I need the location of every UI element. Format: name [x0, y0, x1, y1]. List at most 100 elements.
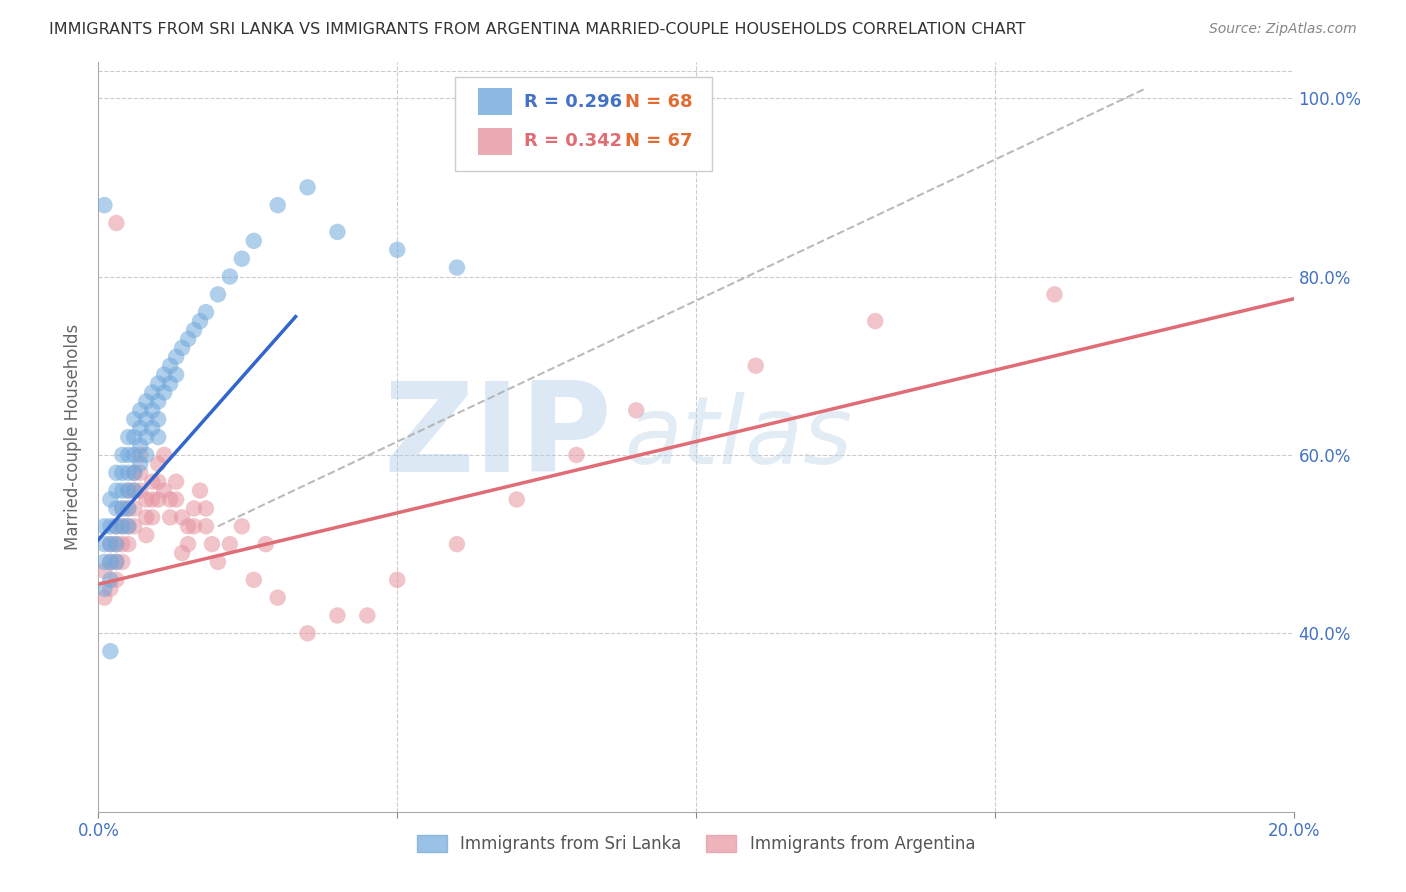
Point: [98, 582, 122, 596]
Point: [105, 555, 128, 569]
Point: [865, 314, 887, 328]
Point: [297, 626, 319, 640]
Point: [98, 537, 122, 551]
Point: [148, 376, 170, 391]
Point: [446, 260, 468, 275]
Point: [153, 385, 176, 400]
Point: [93, 198, 115, 212]
Point: [165, 475, 187, 489]
Point: [129, 439, 152, 453]
Point: [124, 448, 146, 462]
Point: [129, 403, 152, 417]
Point: [172, 341, 194, 355]
Point: [124, 483, 146, 498]
Point: [124, 430, 146, 444]
Point: [135, 510, 157, 524]
FancyBboxPatch shape: [454, 78, 711, 171]
Point: [105, 483, 128, 498]
Point: [159, 359, 181, 373]
Point: [141, 475, 163, 489]
Point: [111, 466, 134, 480]
Point: [93, 519, 115, 533]
Point: [129, 457, 152, 471]
Point: [98, 573, 122, 587]
Point: [231, 519, 253, 533]
Text: N = 67: N = 67: [626, 132, 693, 150]
Point: [165, 368, 187, 382]
Point: [98, 492, 122, 507]
Point: [135, 430, 157, 444]
Point: [93, 564, 115, 578]
Point: [129, 466, 152, 480]
Point: [135, 528, 157, 542]
Point: [201, 537, 224, 551]
Point: [141, 421, 163, 435]
Point: [111, 555, 134, 569]
Point: [93, 582, 115, 596]
Point: [297, 180, 319, 194]
Point: [117, 448, 139, 462]
Point: [231, 252, 253, 266]
Point: [105, 466, 128, 480]
Point: [626, 403, 648, 417]
Point: [183, 323, 205, 337]
Point: [159, 510, 181, 524]
Point: [195, 305, 218, 319]
Point: [111, 501, 134, 516]
Point: [243, 234, 266, 248]
Point: [148, 457, 170, 471]
Point: [326, 608, 349, 623]
Point: [93, 537, 115, 551]
Point: [111, 537, 134, 551]
Point: [93, 591, 115, 605]
Point: [105, 501, 128, 516]
Point: [745, 359, 768, 373]
Point: [177, 332, 200, 346]
Point: [124, 483, 146, 498]
Point: [111, 483, 134, 498]
Point: [243, 573, 266, 587]
Point: [183, 519, 205, 533]
Point: [117, 501, 139, 516]
Point: [98, 519, 122, 533]
Bar: [478, 88, 512, 115]
Point: [105, 537, 128, 551]
Point: [565, 448, 588, 462]
Point: [385, 243, 409, 257]
Point: [326, 225, 349, 239]
Point: [148, 394, 170, 409]
Point: [148, 430, 170, 444]
Point: [135, 492, 157, 507]
Point: [172, 510, 194, 524]
Point: [159, 492, 181, 507]
Point: [195, 501, 218, 516]
Text: R = 0.296: R = 0.296: [524, 93, 621, 111]
Point: [111, 448, 134, 462]
Point: [385, 573, 409, 587]
Point: [188, 483, 211, 498]
Point: [153, 368, 176, 382]
Point: [93, 555, 115, 569]
Point: [98, 555, 122, 569]
Point: [105, 519, 128, 533]
Point: [105, 216, 128, 230]
Point: [1043, 287, 1066, 301]
Point: [98, 644, 122, 658]
Point: [124, 501, 146, 516]
Point: [135, 394, 157, 409]
Point: [356, 608, 378, 623]
Point: [207, 555, 229, 569]
Point: [117, 501, 139, 516]
Text: atlas: atlas: [624, 392, 852, 483]
Point: [141, 492, 163, 507]
Point: [129, 483, 152, 498]
Point: [105, 537, 128, 551]
Point: [117, 519, 139, 533]
Point: [105, 555, 128, 569]
Point: [124, 412, 146, 426]
Point: [159, 376, 181, 391]
Point: [129, 448, 152, 462]
Bar: [478, 128, 512, 154]
Point: [141, 510, 163, 524]
Point: [153, 448, 176, 462]
